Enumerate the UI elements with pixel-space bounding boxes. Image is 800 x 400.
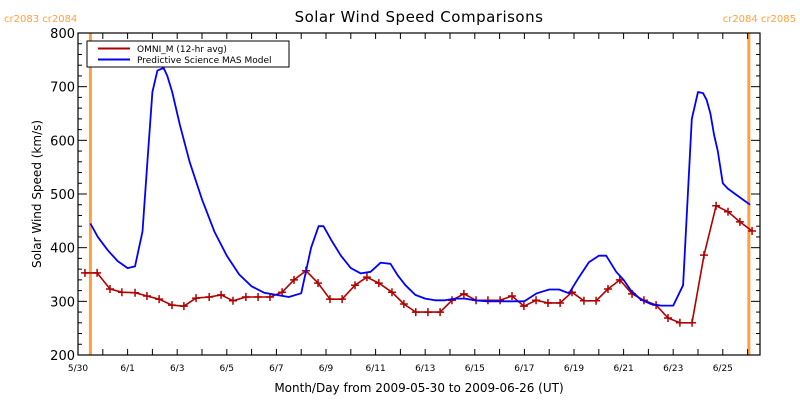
series-line-omni <box>84 205 753 324</box>
x-tick-label: 6/3 <box>170 364 184 374</box>
omni-data-point <box>724 207 733 216</box>
omni-data-point <box>179 302 188 311</box>
x-tick-label: 6/23 <box>663 364 683 374</box>
x-tick-label: 6/17 <box>514 364 534 374</box>
x-tick-label: 6/13 <box>415 364 435 374</box>
y-tick-label: 600 <box>50 134 75 149</box>
omni-data-point <box>399 300 408 309</box>
y-tick-label: 400 <box>50 242 75 257</box>
omni-data-point <box>663 313 672 322</box>
omni-data-point <box>325 295 334 304</box>
omni-data-point <box>338 295 347 304</box>
carrington-label-right: cr2084 cr2085 <box>723 14 796 25</box>
omni-data-point <box>278 288 287 297</box>
legend: OMNI_M (12-hr avg) Predictive Science MA… <box>86 40 290 68</box>
x-tick-label: 6/19 <box>564 364 584 374</box>
x-tick-label: 6/15 <box>465 364 485 374</box>
omni-data-point <box>459 289 468 298</box>
omni-data-point <box>436 308 445 317</box>
x-tick-label: 6/21 <box>613 364 633 374</box>
omni-data-point <box>167 301 176 310</box>
series-line-model <box>89 67 751 307</box>
omni-data-point <box>362 273 371 282</box>
legend-label-omni: OMNI_M (12-hr avg) <box>137 45 227 55</box>
omni-data-point <box>314 279 323 288</box>
omni-data-point <box>142 291 151 300</box>
omni-data-point <box>93 268 102 277</box>
y-tick-label: 700 <box>50 81 75 96</box>
x-axis-label: Month/Day from 2009-05-30 to 2009-06-26 … <box>274 381 563 395</box>
omni-data-point <box>105 284 114 293</box>
omni-data-point <box>205 293 214 302</box>
plot-area: 200 300 400 500 600 700 800 5/30 6/1 6/3 6/5 6/7 6/9… <box>50 27 761 374</box>
omni-data-point <box>423 308 432 317</box>
y-tick-label: 800 <box>50 27 75 42</box>
x-tick-label: 6/5 <box>220 364 234 374</box>
omni-data-point <box>290 275 299 284</box>
chart-title: Solar Wind Speed Comparisons <box>295 8 544 26</box>
legend-box <box>86 40 290 68</box>
omni-data-point <box>229 296 237 305</box>
omni-data-point <box>579 296 588 305</box>
omni-data-point <box>592 296 601 305</box>
omni-data-point <box>543 298 552 307</box>
omni-data-point <box>117 288 126 297</box>
omni-data-point <box>411 308 420 317</box>
y-axis-label: Solar Wind Speed (km/s) <box>30 120 44 268</box>
omni-data-point <box>387 288 396 297</box>
omni-data-point <box>374 279 383 288</box>
omni-data-point <box>254 293 263 302</box>
omni-data-point <box>688 318 697 327</box>
omni-data-point <box>603 284 612 293</box>
x-tick-label: 6/25 <box>713 364 733 374</box>
omni-data-point <box>351 281 360 290</box>
x-tick-label: 5/30 <box>68 364 88 374</box>
omni-data-point <box>519 302 528 311</box>
x-tick-label: 6/1 <box>120 364 134 374</box>
x-tick-label: 6/7 <box>269 364 283 374</box>
omni-data-point <box>192 294 201 303</box>
y-tick-label: 200 <box>50 349 75 364</box>
legend-label-model: Predictive Science MAS Model <box>137 56 272 66</box>
omni-data-point <box>496 296 505 305</box>
omni-data-point <box>675 318 684 327</box>
omni-data-point <box>80 268 89 277</box>
omni-data-point <box>735 217 744 226</box>
x-tick-label: 6/11 <box>365 364 385 374</box>
y-tick-label: 500 <box>50 188 75 203</box>
omni-data-point <box>556 298 565 307</box>
omni-data-point <box>532 296 541 305</box>
omni-data-point <box>241 293 250 302</box>
omni-data-point <box>155 295 164 304</box>
x-tick-label: 6/9 <box>319 364 334 374</box>
carrington-label-left: cr2083 cr2084 <box>4 14 77 25</box>
omni-data-point <box>712 201 721 210</box>
omni-data-point <box>217 290 226 299</box>
y-tick-label: 300 <box>50 295 75 310</box>
omni-data-point <box>508 291 516 300</box>
omni-data-point <box>748 227 757 236</box>
omni-data-point <box>699 251 708 260</box>
omni-data-point <box>131 288 140 297</box>
